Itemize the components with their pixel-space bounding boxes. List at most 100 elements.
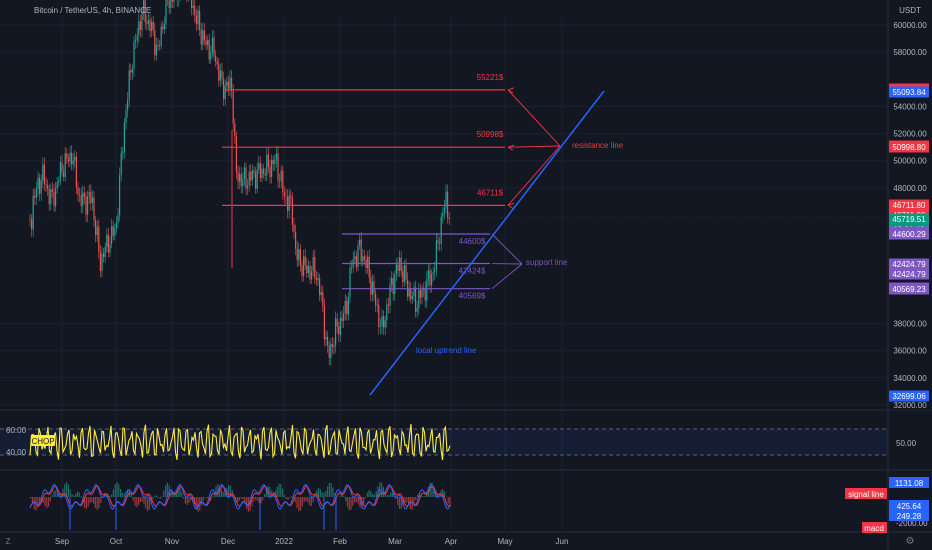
candle-body (429, 270, 431, 286)
chop-level-40: 40.00 (6, 448, 27, 457)
price-tag[interactable] (889, 199, 929, 211)
macd-histogram-bar (159, 497, 161, 499)
macd-histogram-bar (46, 497, 48, 509)
candle-body (194, 5, 196, 16)
macd-histogram-bar (98, 497, 100, 509)
price-tag[interactable] (889, 86, 929, 98)
price-tag[interactable] (889, 283, 929, 295)
time-axis-label: Jun (556, 537, 569, 546)
candle-body (434, 268, 436, 273)
macd-histogram-bar (370, 491, 372, 497)
macd-histogram-bar (292, 497, 294, 498)
macd-histogram-bar (91, 497, 93, 502)
macd-histogram-bar (172, 492, 174, 497)
macd-histogram-bar (375, 491, 377, 497)
resistance-price-label: 50998$ (477, 130, 504, 139)
resistance-arrow[interactable] (507, 145, 561, 148)
macd-histogram-bar (57, 492, 59, 497)
price-tag[interactable] (889, 268, 929, 280)
macd-histogram-bar (348, 497, 350, 511)
candle-body (250, 171, 252, 181)
candle-body (285, 196, 287, 197)
candle-body (154, 30, 156, 56)
signal-label-tag (845, 488, 887, 499)
candle-body (205, 40, 207, 46)
candle-body (69, 152, 71, 162)
resistance-arrow[interactable] (507, 145, 561, 206)
macd-histogram-bar (154, 495, 156, 497)
resistance-arrow[interactable] (507, 89, 561, 147)
candle-body (272, 159, 274, 164)
settings-gear-icon[interactable]: ⚙ (906, 536, 915, 547)
candle-body (197, 10, 199, 24)
macd-histogram-bar (429, 482, 431, 497)
candle-body (59, 162, 61, 181)
macd-histogram-bar (296, 497, 298, 509)
price-axis[interactable]: 60000.00 58000.00 54000.00 52000.00 50000.00… (889, 0, 932, 410)
macd-histogram-bar (181, 492, 183, 497)
candle-body (218, 64, 220, 81)
support-arrow[interactable] (491, 263, 523, 290)
candle-body (131, 69, 133, 73)
uptrend-line[interactable] (369, 90, 605, 396)
macd-histogram-bar (285, 497, 287, 500)
candle-body (307, 265, 309, 274)
price-tag[interactable] (889, 213, 929, 225)
candle-body (34, 195, 36, 198)
candle-body (387, 304, 389, 306)
time-axis[interactable]: Sep Oct Nov Dec 2022 Feb Mar Apr May Jun Z ⚙ (6, 536, 915, 547)
price-tag[interactable] (889, 141, 929, 153)
macd-histogram-bar (147, 497, 149, 512)
price-tag-text: 42424.79 (892, 260, 926, 269)
candle-body (362, 256, 364, 262)
chop-tag (31, 435, 55, 446)
macd-histogram-bar (228, 485, 230, 497)
candle-body (333, 345, 335, 347)
candle-body (135, 40, 137, 42)
macd-histogram-bar (341, 493, 343, 497)
candle-body (219, 70, 221, 81)
macd-histogram-bar (49, 497, 51, 502)
macd-histogram-bar (283, 494, 285, 497)
candle-body (223, 78, 225, 100)
candle-body (106, 234, 108, 247)
macd-histogram-bar (303, 497, 305, 503)
macd-histogram-bar (363, 497, 365, 505)
candle-body (282, 170, 284, 193)
macd-histogram-bar (280, 484, 282, 497)
macd-histogram-bar (309, 497, 311, 506)
candle-body (72, 160, 74, 165)
macd-histogram-bar (321, 491, 323, 497)
candle-body (293, 224, 295, 233)
macd-histogram-bar (273, 492, 275, 497)
macd-histogram-bar (271, 490, 273, 497)
support-arrow[interactable] (491, 233, 523, 265)
price-tag[interactable] (889, 228, 929, 240)
drawing-layer[interactable]: 55221$ 50998$ 46711$ resistance line 44600$ 4… (222, 73, 624, 396)
macd-histogram-bar (372, 493, 374, 497)
macd-histogram-bar (127, 489, 129, 497)
macd-histogram-bar (190, 497, 192, 501)
macd-histogram-bar (229, 485, 231, 497)
candle-body (171, 0, 173, 2)
time-axis-label: Nov (165, 537, 179, 546)
candle-body (243, 167, 245, 180)
price-axis-label: 52000.00 (893, 130, 927, 139)
candle-body (314, 257, 316, 279)
macd-histogram-bar (345, 497, 347, 501)
candle-body (42, 164, 44, 181)
candle-body (66, 153, 68, 159)
price-tag[interactable] (889, 258, 929, 270)
macd-histogram-bar (327, 486, 329, 497)
candle-body (63, 172, 65, 177)
macd-histogram-bar (400, 497, 402, 509)
macd-histogram-bar (39, 497, 41, 504)
macd-histogram-bar (359, 497, 361, 508)
candle-body (101, 253, 103, 271)
price-tag[interactable] (889, 390, 929, 402)
candle-body (421, 289, 423, 298)
candle-body (392, 278, 394, 294)
